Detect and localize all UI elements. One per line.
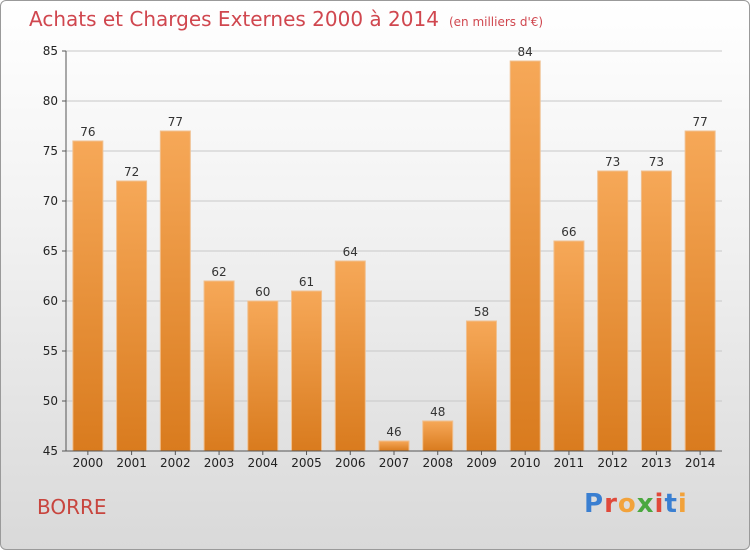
x-tick-label-2004: 2004 <box>248 456 279 470</box>
bar-2009 <box>465 320 497 452</box>
x-tick-label-2000: 2000 <box>73 456 104 470</box>
logo-letter: i <box>654 489 665 519</box>
value-label-2004: 60 <box>255 285 270 299</box>
chart-title: Achats et Charges Externes 2000 à 2014 (e… <box>29 7 543 31</box>
x-tick-label-2001: 2001 <box>116 456 147 470</box>
bar-2001 <box>116 180 148 452</box>
bar-2003 <box>203 280 235 452</box>
bars: 76 72 77 62 60 61 64 46 48 58 84 66 73 73 77 <box>72 45 716 452</box>
value-label-2003: 62 <box>211 265 226 279</box>
bar-2014 <box>684 130 716 452</box>
bar-2000 <box>72 140 104 452</box>
y-tick-label: 80 <box>43 94 58 108</box>
logo-letter: o <box>617 489 637 519</box>
x-tick-label-2010: 2010 <box>510 456 541 470</box>
x-tick-label-2007: 2007 <box>379 456 410 470</box>
y-tick-label: 55 <box>43 344 58 358</box>
chart-title-text: Achats et Charges Externes 2000 à 2014 <box>29 7 439 31</box>
value-label-2010: 84 <box>518 45 533 59</box>
y-tick-label: 70 <box>43 194 58 208</box>
bar-2011 <box>553 240 585 452</box>
y-tick-label: 65 <box>43 244 58 258</box>
bar-2002 <box>159 130 191 452</box>
y-tick-label: 50 <box>43 394 58 408</box>
value-label-2002: 77 <box>168 115 183 129</box>
x-tick-label-2008: 2008 <box>422 456 453 470</box>
value-label-2000: 76 <box>80 125 95 139</box>
value-label-2012: 73 <box>605 155 620 169</box>
logo-letter: r <box>604 489 618 519</box>
bar-2013 <box>640 170 672 452</box>
value-label-2007: 46 <box>386 425 401 439</box>
y-tick-label: 60 <box>43 294 58 308</box>
x-tick-label-2005: 2005 <box>291 456 322 470</box>
x-tick-label-2006: 2006 <box>335 456 366 470</box>
bar-2007 <box>378 440 410 452</box>
value-label-2006: 64 <box>343 245 358 259</box>
x-tick-label-2003: 2003 <box>204 456 235 470</box>
x-tick-label-2002: 2002 <box>160 456 191 470</box>
logo-letter: P <box>584 489 605 519</box>
bar-2010 <box>509 60 541 452</box>
y-tick-label: 45 <box>43 444 58 458</box>
y-tick-label: 75 <box>43 144 58 158</box>
value-label-2008: 48 <box>430 405 445 419</box>
axes: 45 50 55 60 65 70 75 80 85 2000 2001 2002 2003 2004 20… <box>43 44 722 470</box>
x-tick-label-2012: 2012 <box>597 456 628 470</box>
value-label-2009: 58 <box>474 305 489 319</box>
x-tick-label-2014: 2014 <box>685 456 716 470</box>
value-label-2014: 77 <box>692 115 707 129</box>
value-label-2001: 72 <box>124 165 139 179</box>
value-label-2005: 61 <box>299 275 314 289</box>
bar-2008 <box>422 420 454 452</box>
commune-name: BORRE <box>37 495 107 519</box>
chart-subtitle: (en milliers d'€) <box>448 15 544 29</box>
x-tick-label-2009: 2009 <box>466 456 497 470</box>
y-tick-label: 85 <box>43 44 58 58</box>
value-label-2011: 66 <box>561 225 576 239</box>
x-tick-label-2013: 2013 <box>641 456 672 470</box>
bar-2012 <box>597 170 629 452</box>
logo-letter: t <box>664 489 678 519</box>
logo-letter: i <box>677 489 688 519</box>
value-label-2013: 73 <box>649 155 664 169</box>
x-tick-label-2011: 2011 <box>554 456 585 470</box>
bar-2006 <box>334 260 366 452</box>
bar-2005 <box>291 290 323 452</box>
logo-letter: x <box>636 489 655 519</box>
proxiti-logo[interactable]: Proxiti <box>584 489 688 519</box>
bar-2004 <box>247 300 279 452</box>
